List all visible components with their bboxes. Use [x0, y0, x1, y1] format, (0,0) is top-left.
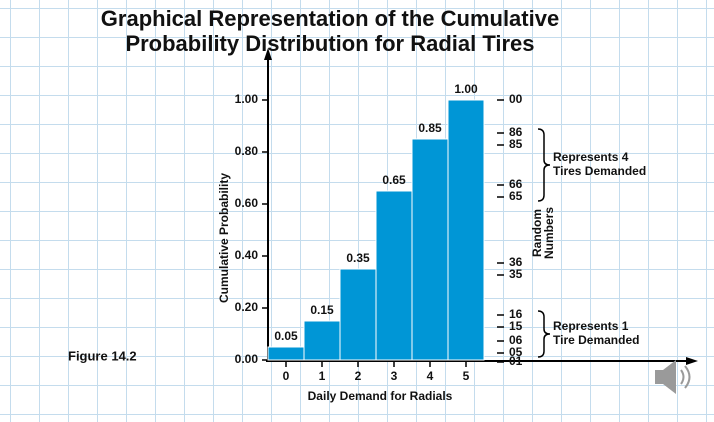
bar	[447, 99, 485, 361]
x-tick-label: 5	[463, 369, 470, 383]
random-number: 05	[509, 345, 523, 359]
bar	[411, 138, 449, 361]
x-axis-label: Daily Demand for Radials	[308, 389, 453, 403]
y-tick-label: 0.40	[235, 248, 259, 262]
brace-text: Tires Demanded	[553, 164, 646, 178]
x-axis-arrow	[686, 357, 698, 365]
value-label: 0.65	[382, 173, 406, 187]
random-numbers-label: Numbers	[542, 207, 556, 259]
random-number: 06	[509, 333, 523, 347]
random-number: 86	[509, 125, 523, 139]
y-tick-label: 0.00	[235, 352, 259, 366]
x-tick-label: 3	[391, 369, 398, 383]
x-tick-label: 2	[355, 369, 362, 383]
bar	[375, 190, 413, 361]
brace	[537, 310, 551, 358]
random-number: 85	[509, 137, 523, 151]
x-tick-label: 1	[319, 369, 326, 383]
y-tick-label: 0.20	[235, 300, 259, 314]
y-tick-label: 1.00	[235, 92, 259, 106]
y-axis-label: Cumulative Probability	[217, 173, 231, 303]
random-number: 66	[509, 177, 523, 191]
brace	[537, 128, 551, 202]
random-numbers-label: Random	[530, 209, 544, 257]
random-number: 16	[509, 307, 523, 321]
y-tick-label: 0.60	[235, 196, 259, 210]
bar	[267, 346, 305, 361]
x-tick-label: 0	[283, 369, 290, 383]
random-number: 35	[509, 267, 523, 281]
value-label: 0.15	[310, 303, 334, 317]
bar	[303, 320, 341, 361]
value-label: 1.00	[454, 82, 478, 96]
x-tick-label: 4	[427, 369, 434, 383]
random-number: 01	[509, 354, 523, 368]
value-label: 0.35	[346, 251, 370, 265]
bar	[339, 268, 377, 361]
brace-text: Represents 1	[553, 319, 629, 333]
random-number: 36	[509, 255, 523, 269]
random-number: 65	[509, 189, 523, 203]
value-label: 0.85	[418, 121, 442, 135]
y-tick-label: 0.80	[235, 144, 259, 158]
value-label: 0.05	[274, 329, 298, 343]
y-axis-arrow	[264, 48, 272, 60]
chart-title: Graphical Representation of the Cumulati…	[100, 6, 560, 56]
figure-label: Figure 14.2	[68, 348, 137, 363]
speaker-icon	[655, 360, 691, 394]
random-number: 00	[509, 92, 523, 106]
brace-text: Tire Demanded	[553, 333, 639, 347]
random-number: 15	[509, 319, 523, 333]
brace-text: Represents 4	[553, 150, 629, 164]
